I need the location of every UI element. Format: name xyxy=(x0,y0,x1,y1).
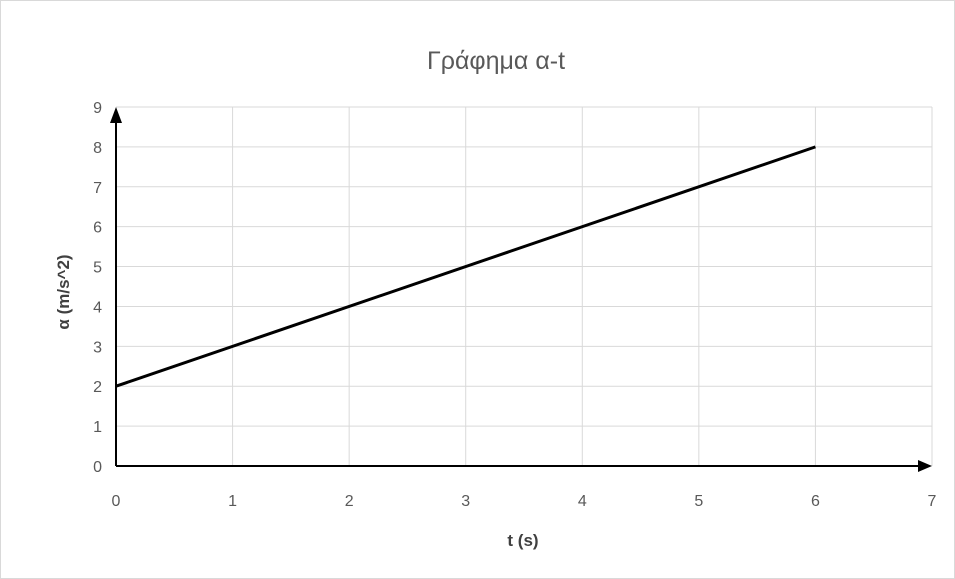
x-tick-label: 7 xyxy=(928,493,937,510)
y-tick-label: 5 xyxy=(93,260,102,277)
y-tick-label: 7 xyxy=(93,180,102,197)
tick-labels: 0 1 2 3 4 5 6 7 8 9 0 1 2 3 4 5 6 7 xyxy=(93,100,936,510)
x-tick-label: 2 xyxy=(345,493,354,510)
y-tick-label: 9 xyxy=(93,100,102,117)
y-tick-label: 2 xyxy=(93,379,102,396)
series-line xyxy=(115,145,816,388)
x-tick-label: 1 xyxy=(228,493,237,510)
axes xyxy=(110,107,932,472)
grid-lines xyxy=(116,106,933,466)
x-tick-label: 4 xyxy=(578,493,587,510)
y-tick-label: 6 xyxy=(93,220,102,237)
x-axis-arrow-icon xyxy=(918,460,932,472)
series-layer xyxy=(115,145,816,388)
x-tick-label: 0 xyxy=(112,493,121,510)
y-tick-label: 1 xyxy=(93,419,102,436)
y-axis-arrow-icon xyxy=(110,107,122,123)
x-tick-label: 6 xyxy=(811,493,820,510)
y-tick-label: 3 xyxy=(93,339,102,356)
x-tick-label: 5 xyxy=(694,493,703,510)
chart-title: Γράφημα α-t xyxy=(427,47,565,75)
y-tick-label: 0 xyxy=(93,459,102,476)
y-axis-title: α (m/s^2) xyxy=(54,254,73,329)
x-axis-title: t (s) xyxy=(507,531,538,550)
x-tick-label: 3 xyxy=(461,493,470,510)
y-tick-label: 8 xyxy=(93,140,102,157)
y-tick-label: 4 xyxy=(93,299,102,316)
